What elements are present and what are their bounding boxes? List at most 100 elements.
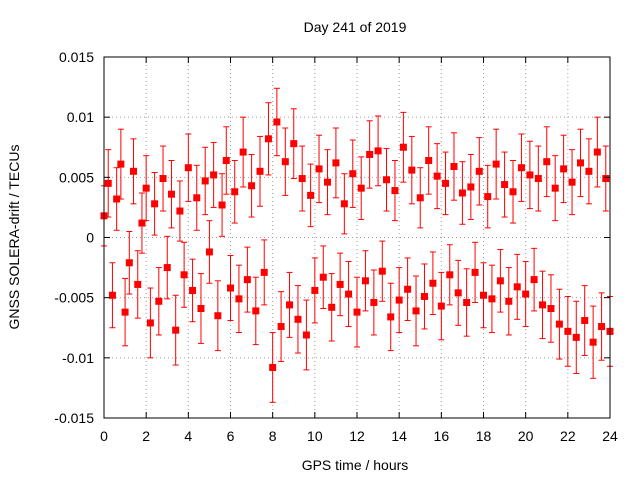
data-point	[189, 286, 197, 294]
x-tick-label: 20	[518, 428, 534, 444]
x-tick-label: 22	[560, 428, 576, 444]
data-point	[509, 188, 517, 196]
data-point	[180, 271, 188, 279]
data-point	[167, 190, 175, 198]
data-point	[446, 271, 454, 279]
data-point	[117, 160, 125, 168]
data-point	[517, 164, 525, 172]
x-tick-label: 14	[391, 428, 407, 444]
x-axis-label: GPS time / hours	[302, 457, 409, 473]
data-point	[269, 363, 277, 371]
data-point	[598, 323, 606, 331]
data-point	[184, 164, 192, 172]
data-point	[273, 118, 281, 126]
data-point	[328, 303, 336, 311]
data-point	[256, 167, 264, 175]
data-point	[264, 135, 272, 143]
x-tick-label: 24	[602, 428, 618, 444]
data-point	[408, 166, 416, 174]
data-point	[492, 160, 500, 168]
data-point	[450, 163, 458, 171]
x-tick-label: 16	[434, 428, 450, 444]
data-point	[412, 307, 420, 315]
data-point	[530, 276, 538, 284]
y-tick-label: 0.015	[59, 49, 94, 65]
y-tick-label: 0.005	[59, 169, 94, 185]
data-point	[551, 184, 559, 192]
data-point	[602, 175, 610, 183]
data-layer	[100, 87, 614, 403]
data-point	[302, 331, 310, 339]
data-point	[104, 179, 112, 187]
data-point	[227, 284, 234, 292]
data-point	[425, 156, 433, 164]
data-point	[260, 268, 268, 276]
data-point	[205, 248, 213, 256]
data-point	[374, 147, 382, 155]
data-point	[130, 167, 138, 175]
data-point	[480, 291, 487, 299]
y-axis-label: GNSS SOLERA-drift / TECUs	[6, 145, 22, 330]
data-point	[484, 193, 492, 201]
data-point	[547, 304, 555, 312]
y-tick-label: 0	[86, 230, 94, 246]
data-point	[214, 312, 222, 320]
data-point	[201, 177, 209, 185]
y-tick-label: -0.01	[62, 350, 94, 366]
data-point	[307, 191, 315, 199]
x-tick-label: 8	[269, 428, 277, 444]
data-point	[404, 285, 412, 293]
data-point	[560, 165, 568, 173]
data-point	[125, 259, 133, 267]
data-point	[134, 280, 142, 288]
data-point	[585, 167, 593, 175]
data-point	[290, 140, 298, 148]
data-point	[155, 297, 163, 305]
data-point	[210, 171, 218, 179]
x-tick-label: 10	[307, 428, 323, 444]
data-point	[526, 171, 534, 179]
data-point	[151, 200, 159, 208]
data-point	[378, 267, 386, 275]
data-point	[488, 295, 496, 303]
data-point	[501, 181, 509, 189]
data-point	[294, 315, 302, 323]
data-point	[463, 298, 471, 306]
data-point	[138, 219, 146, 227]
data-point	[336, 280, 344, 288]
data-point	[277, 323, 285, 331]
data-point	[239, 148, 247, 156]
data-point	[522, 290, 530, 298]
x-tick-label: 4	[184, 428, 192, 444]
data-point	[252, 307, 260, 315]
data-point	[534, 175, 542, 183]
data-point	[323, 178, 331, 186]
data-point	[458, 189, 466, 197]
data-point	[568, 178, 576, 186]
data-point	[539, 301, 547, 309]
x-tick-label: 12	[349, 428, 365, 444]
data-point	[353, 308, 361, 316]
data-point	[286, 301, 294, 309]
data-point	[357, 184, 365, 192]
data-point	[505, 297, 513, 305]
data-point	[142, 184, 150, 192]
ticks: 0 2 4 6 8 10 12 14 16 18 20 22 24-0.015-0.01-0.00500…	[54, 49, 618, 444]
data-point	[391, 187, 399, 195]
data-point	[163, 264, 171, 272]
data-point	[243, 276, 251, 284]
data-point	[437, 302, 445, 310]
x-tick-label: 18	[476, 428, 492, 444]
data-point	[315, 165, 323, 173]
data-point	[248, 182, 256, 190]
data-point	[496, 277, 504, 285]
data-point	[176, 207, 184, 215]
data-point	[222, 156, 230, 164]
data-point	[576, 159, 584, 167]
data-point	[383, 176, 391, 184]
data-point	[442, 179, 450, 187]
data-point	[572, 333, 580, 341]
data-point	[420, 292, 428, 300]
data-point	[361, 277, 369, 285]
data-point	[345, 290, 353, 298]
